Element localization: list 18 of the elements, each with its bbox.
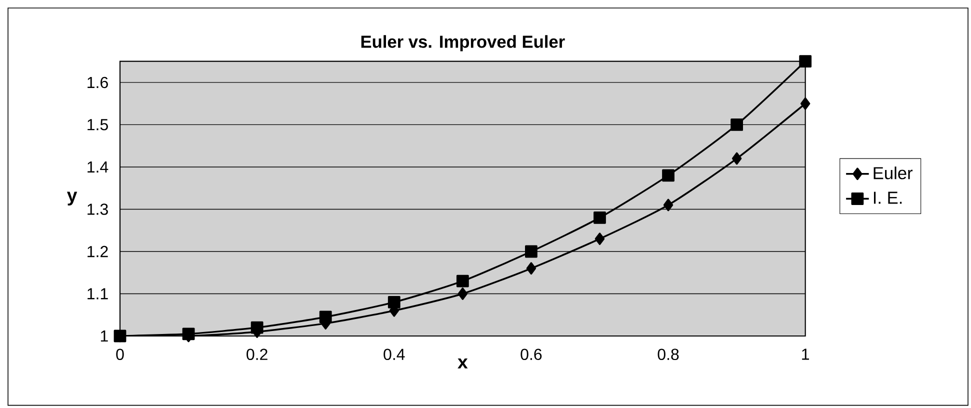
legend-label: Euler xyxy=(874,166,913,180)
y-tick-label: 1.4 xyxy=(88,161,108,172)
y-tick-label: 1.2 xyxy=(88,246,108,258)
y-tick-label: 1.3 xyxy=(88,204,108,215)
x-tick-label: 0.6 xyxy=(520,348,542,360)
x-axis-title: x xyxy=(458,358,468,368)
legend-label: I. E. xyxy=(874,192,902,204)
y-tick-label: 1.5 xyxy=(88,119,108,130)
y-tick-label: 1 xyxy=(100,330,108,342)
x-tick-label: 1 xyxy=(802,348,809,360)
y-tick-label: 1.6 xyxy=(88,76,108,88)
y-axis-title: y xyxy=(66,192,78,206)
chart-title: Euler vs. Improved Euler xyxy=(361,35,565,52)
x-tick-label: 0.8 xyxy=(658,348,679,360)
y-tick-label: 1.1 xyxy=(88,288,108,300)
x-tick-label: 0 xyxy=(116,348,124,360)
x-tick-label: 0.2 xyxy=(246,348,268,360)
x-tick-label: 0.4 xyxy=(384,348,405,360)
